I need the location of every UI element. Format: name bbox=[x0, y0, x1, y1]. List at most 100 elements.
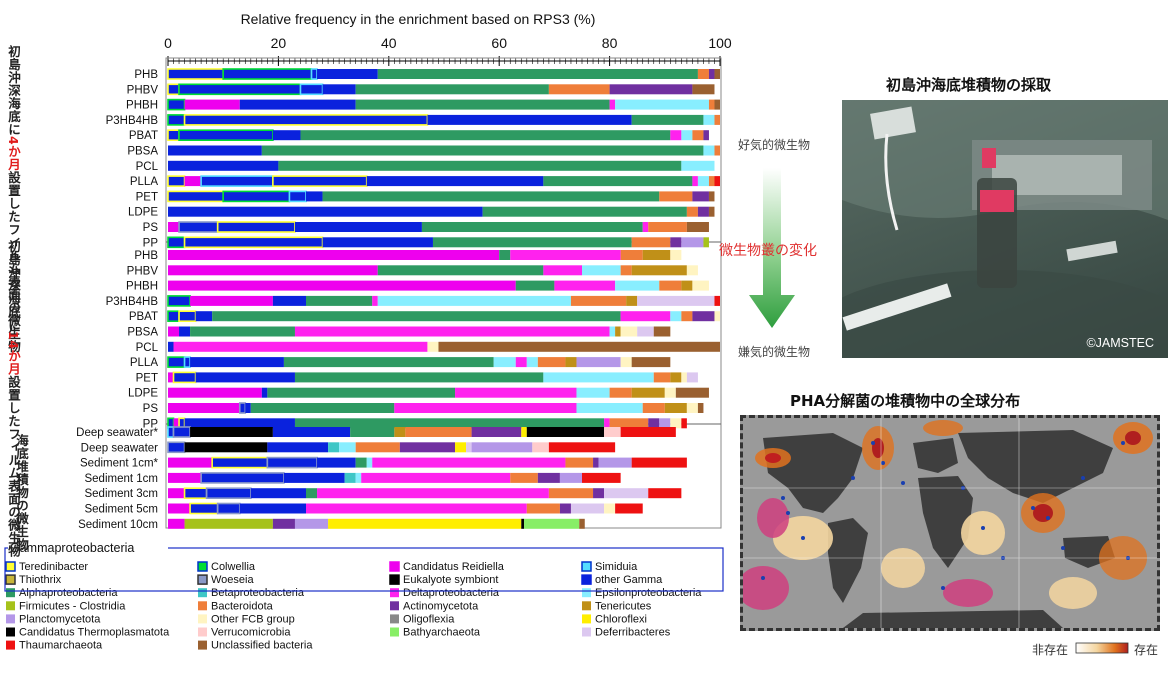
bar-segment-epsilon bbox=[615, 99, 709, 110]
bar-segment-gam bbox=[317, 457, 356, 468]
bar-segment-uncl bbox=[675, 387, 709, 398]
bar-segment-reid bbox=[168, 222, 180, 232]
bar-segment-tere bbox=[167, 83, 180, 96]
row-label: PCL bbox=[136, 342, 159, 354]
row-label: Sediment 3cm bbox=[84, 488, 158, 500]
legend-swatch-beta bbox=[198, 588, 207, 598]
bar-segment-alpha bbox=[306, 295, 373, 306]
x-tick-label: 40 bbox=[381, 35, 397, 51]
legend-swatch-tere bbox=[5, 561, 16, 572]
legend-label-tener: Tenericutes bbox=[595, 600, 652, 612]
bar-segment-colw bbox=[167, 98, 186, 111]
legend-swatch-bacter bbox=[198, 601, 207, 611]
seafloor-photo: ©JAMSTEC bbox=[842, 100, 1168, 358]
legend-swatch-oligo bbox=[390, 614, 399, 624]
x-axis-minor-ticks bbox=[167, 58, 721, 64]
bar-segment-actino bbox=[708, 69, 715, 79]
bar-segment-tener bbox=[670, 372, 682, 383]
row-label: PLLA bbox=[130, 357, 158, 369]
bar-segment-epsilon bbox=[681, 160, 715, 171]
global-distribution-map bbox=[740, 415, 1160, 631]
bar-segment-epsilon bbox=[543, 372, 654, 383]
bar-segment-batyh bbox=[524, 518, 580, 529]
row-labels: PHB PHBV PHBH P3HB4HB PBAT PBSA PCL PLLA PET LDPE… bbox=[76, 69, 158, 531]
bar-segment-tener bbox=[565, 357, 577, 368]
bar-segment-simi bbox=[299, 83, 324, 96]
legend-label-gam: other Gamma bbox=[595, 574, 663, 586]
gamma-legend-box bbox=[4, 547, 724, 592]
bar-segment-tere bbox=[183, 236, 324, 249]
bar-segment-candthermo bbox=[526, 427, 605, 437]
x-tick-label: 20 bbox=[271, 35, 287, 51]
bar-segment-gam bbox=[272, 295, 306, 306]
bar-segment-bacter bbox=[648, 222, 687, 232]
bar-segment-reid bbox=[168, 250, 500, 260]
bar-segment-colw bbox=[167, 295, 191, 307]
legend-label-epsilon: Epsilonproteobacteria bbox=[595, 587, 702, 599]
bar-segment-reid bbox=[168, 518, 185, 529]
bar-segment-epsilon bbox=[526, 357, 538, 368]
bar-segment-gam bbox=[267, 442, 329, 453]
bar-segment-tere bbox=[183, 114, 429, 126]
bar-segment-woes bbox=[266, 456, 318, 469]
bar-segment-epsilon bbox=[615, 280, 660, 291]
bar-segment-actino bbox=[692, 311, 715, 322]
bar-segment-delta bbox=[642, 222, 649, 232]
bar-segment-actino bbox=[703, 130, 709, 141]
bar-segment-thaum bbox=[620, 427, 676, 437]
bar-segment-bacter bbox=[609, 418, 649, 429]
bar-segment-bacter bbox=[708, 99, 715, 110]
bar-segment-bacter bbox=[548, 488, 594, 499]
bar-segment-woes bbox=[200, 472, 285, 484]
bar-segment-delta bbox=[317, 488, 549, 499]
bar-segment-alpha bbox=[212, 311, 621, 322]
bar-segment-epsilon bbox=[377, 295, 571, 306]
bar-segment-gam bbox=[322, 84, 356, 95]
bar-segment-reid bbox=[168, 403, 240, 413]
bar-segment-actino bbox=[697, 206, 709, 217]
bar-segment-uncl bbox=[714, 69, 720, 79]
bar-segment-alpha bbox=[300, 130, 671, 141]
legend-swatch-plancto bbox=[6, 614, 15, 624]
row-label: P3HB4HB bbox=[106, 296, 159, 308]
gamma-legend-title: Gammaproteobacteria bbox=[10, 541, 134, 555]
bar-segment-gam bbox=[168, 145, 262, 156]
row-label: Deep seawater bbox=[81, 442, 159, 454]
bar-segment-gam bbox=[250, 488, 306, 499]
bar-segment-tener bbox=[631, 387, 665, 398]
bar-segment-alpha bbox=[377, 69, 698, 79]
legend: Teredinibacter Colwellia Candidatus Reidie… bbox=[5, 561, 702, 652]
bar-segment-delta bbox=[173, 341, 428, 352]
gamma-legend-title-bg bbox=[8, 541, 168, 555]
bar-segment-chloro bbox=[521, 427, 527, 437]
legend-swatch-firmi bbox=[6, 601, 15, 611]
bar-segment-colw bbox=[167, 310, 180, 323]
legend-label-plancto: Planctomycetota bbox=[19, 613, 101, 625]
bar-segment-tere bbox=[167, 175, 186, 187]
bar-segment-fcb bbox=[670, 250, 682, 260]
bar-segment-gam bbox=[195, 311, 213, 322]
legend-swatch-euk bbox=[389, 574, 400, 585]
bar-segment-gam bbox=[245, 403, 251, 413]
bar-segment-bacter bbox=[659, 280, 682, 291]
bar-segment-uncl bbox=[708, 191, 715, 202]
row-label: PET bbox=[136, 372, 158, 384]
bar-segment-delta bbox=[394, 403, 577, 413]
bar-segment-deferri bbox=[637, 295, 715, 306]
bar-segment-reid bbox=[168, 326, 180, 337]
bar-segment-woes bbox=[238, 402, 247, 414]
group-label-sediment: 海底堆積物の微生物 bbox=[14, 434, 29, 551]
bar-segment-plancto bbox=[681, 237, 704, 248]
bar-segment-beta bbox=[328, 442, 340, 453]
legend-label-tere: Teredinibacter bbox=[19, 561, 88, 573]
bar-segment-bacter bbox=[565, 457, 594, 468]
bar-segment-fcb bbox=[681, 372, 687, 383]
bar-segment-bacter bbox=[537, 357, 566, 368]
bar-segment-euk bbox=[190, 427, 273, 437]
bar-segment-uncl bbox=[438, 341, 720, 352]
bar-segment-alpha bbox=[499, 250, 511, 260]
bar-segment-bacter bbox=[692, 130, 704, 141]
row-label: PBSA bbox=[127, 146, 158, 158]
legend-swatch-verruco bbox=[198, 627, 207, 637]
bar-segment-plancto bbox=[294, 518, 329, 529]
